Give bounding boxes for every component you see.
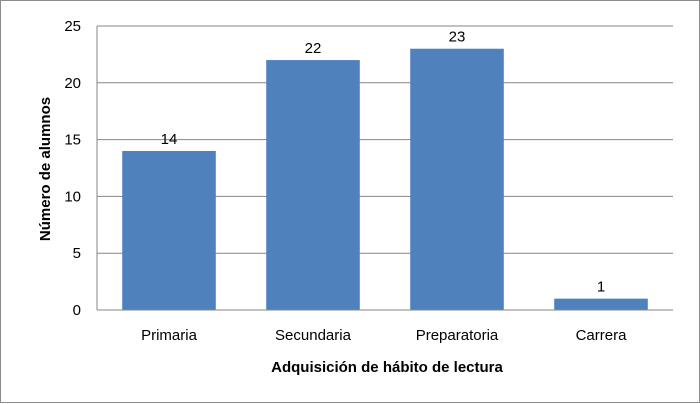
data-label: 22	[305, 40, 322, 57]
x-tick-label: Carrera	[576, 327, 628, 344]
y-tick-label: 20	[64, 75, 81, 92]
y-tick-labels: 0 5 10 15 20 25	[64, 18, 81, 319]
data-label: 23	[449, 29, 466, 46]
y-tick-label: 15	[64, 132, 81, 149]
bar	[554, 298, 648, 310]
bar	[122, 150, 216, 310]
x-tick-labels: Primaria Secundaria Preparatoria Carrera	[141, 327, 627, 344]
data-labels: 14 22 23 1	[161, 29, 606, 296]
y-tick-label: 0	[73, 302, 81, 319]
y-tick-label: 10	[64, 188, 81, 205]
data-label: 1	[597, 279, 605, 296]
x-tick-label: Secundaria	[275, 327, 352, 344]
axes	[96, 26, 673, 311]
bars	[122, 48, 648, 310]
x-tick-label: Primaria	[141, 327, 197, 344]
bar	[410, 48, 504, 310]
y-axis-title: Número de alumnos	[37, 97, 54, 241]
bar	[266, 60, 360, 310]
y-tick-label: 25	[64, 18, 81, 35]
y-tick-label: 5	[73, 245, 81, 262]
x-tick-label: Preparatoria	[416, 327, 499, 344]
data-label: 14	[161, 131, 178, 148]
x-axis-title: Adquisición de hábito de lectura	[271, 359, 503, 376]
